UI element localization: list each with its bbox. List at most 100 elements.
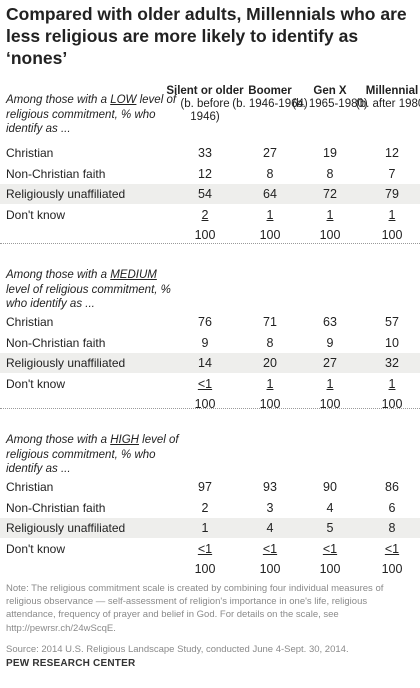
commitment-level: MEDIUM [110,269,157,281]
cell-value: 1 [266,207,274,222]
cell-value: 14 [198,356,212,370]
column-header: Millennial(b. after 1980) [352,85,420,111]
intro-lead: Among those with a [6,94,111,106]
cell-value: 1 [326,207,334,222]
section-intro: Among those with a LOW level of religiou… [6,93,181,137]
cell-value: 100 [319,397,341,411]
column-header-sub: (b. before 1946) [180,98,230,123]
table-row: Don't know <1 <1 <1 <1 [0,539,420,559]
table-row: Religiously unaffiliated 54 64 72 79 [0,184,420,204]
cell-value: 1 [266,376,274,391]
note-text: Note: The religious commitment scale is … [6,583,384,634]
table-row: Non-Christian faith 9 8 9 10 [0,333,420,353]
cell-value: 93 [263,480,277,494]
column-header-sub: (b. 1946-1964) [232,98,308,110]
total-row: 100 100 100 100 [0,225,420,245]
column-header-name: Millennial [365,85,419,97]
table-row: Religiously unaffiliated 1 4 5 8 [0,518,420,538]
cell-value: 76 [198,315,212,329]
cell-value: 100 [259,562,281,576]
cell-value: 33 [198,146,212,160]
cell-value: 7 [388,166,396,181]
cell-value: <1 [197,541,213,556]
cell-value: 100 [319,228,341,242]
section-intro: Among those with a HIGH level of religio… [6,433,181,477]
cell-value: 20 [263,356,277,370]
table-row: Christian 33 27 19 12 [0,143,420,163]
column-header: Silent or older (b. before 1946) [165,85,245,124]
column-header-name: Boomer [248,85,292,97]
cell-value: 64 [263,187,277,201]
commitment-level: HIGH [110,434,139,446]
cell-value: 1 [388,376,396,391]
column-header: Boomer (b. 1946-1964) [230,85,310,111]
column-header-name: Silent or older [166,85,244,97]
section-divider [0,408,420,409]
cell-value: 90 [323,480,337,494]
cell-value: 79 [385,187,399,201]
cell-value: 12 [385,146,399,160]
row-label: Don't know [6,541,65,556]
cell-value: <1 [197,376,213,391]
table-row: Non-Christian faith 12 8 8 7 [0,164,420,184]
cell-value: 2 [201,207,209,222]
cell-value: 10 [385,335,399,350]
cell-value: 100 [259,228,281,242]
cell-value: 100 [319,562,341,576]
cell-value: 71 [263,315,277,329]
intro-tail: level of religious commitment, % who ide… [6,283,171,311]
cell-value: 72 [323,187,337,201]
row-label: Christian [6,480,54,494]
cell-value: <1 [384,541,400,556]
cell-value: 2 [201,500,209,515]
cell-value: 27 [323,356,337,370]
row-label: Don't know [6,207,65,222]
cell-value: 1 [201,521,209,535]
intro-tail: level of religious commitment, % who ide… [6,94,177,135]
cell-value: 12 [198,166,212,181]
column-header-sub: (b. 1965-1980) [292,98,368,110]
row-label: Christian [6,315,54,329]
cell-value: 100 [194,562,216,576]
cell-value: 1 [388,207,396,222]
row-label: Don't know [6,376,65,391]
row-label: Non-Christian faith [6,500,106,515]
row-label: Religiously unaffiliated [6,356,126,370]
row-label: Christian [6,146,54,160]
total-row: 100 100 100 100 [0,559,420,579]
cell-value: <1 [322,541,338,556]
table-row: Don't know 2 1 1 1 [0,205,420,225]
row-label: Religiously unaffiliated [6,521,126,535]
cell-value: 63 [323,315,337,329]
cell-value: 8 [266,166,274,181]
column-header-sub: (b. after 1980) [355,98,420,110]
section-divider [0,243,420,244]
cell-value: 4 [266,521,274,535]
cell-value: 100 [381,228,403,242]
intro-tail: level of religious commitment, % who ide… [6,434,179,475]
cell-value: 97 [198,480,212,494]
column-header: Gen X (b. 1965-1980) [290,85,370,111]
cell-value: 100 [259,397,281,411]
cell-value: 57 [385,315,399,329]
cell-value: 100 [381,562,403,576]
cell-value: 27 [263,146,277,160]
cell-value: 3 [266,500,274,515]
cell-value: 9 [201,335,209,350]
source-text: Source: 2014 U.S. Religious Landscape St… [6,644,349,655]
column-header-name: Gen X [313,85,347,97]
cell-value: 19 [323,146,337,160]
brand-logo-text: PEW RESEARCH CENTER [6,658,136,669]
row-label: Religiously unaffiliated [6,187,126,201]
intro-lead: Among those with a [6,269,111,281]
table-row: Christian 97 93 90 86 [0,477,420,497]
cell-value: 32 [385,356,399,370]
row-label: Non-Christian faith [6,335,106,350]
cell-value: 100 [381,397,403,411]
intro-lead: Among those with a [6,434,111,446]
table-row: Don't know <1 1 1 1 [0,374,420,394]
commitment-level: LOW [110,94,137,106]
cell-value: 1 [326,376,334,391]
table-row: Christian 76 71 63 57 [0,312,420,332]
cell-value: 8 [388,521,396,535]
